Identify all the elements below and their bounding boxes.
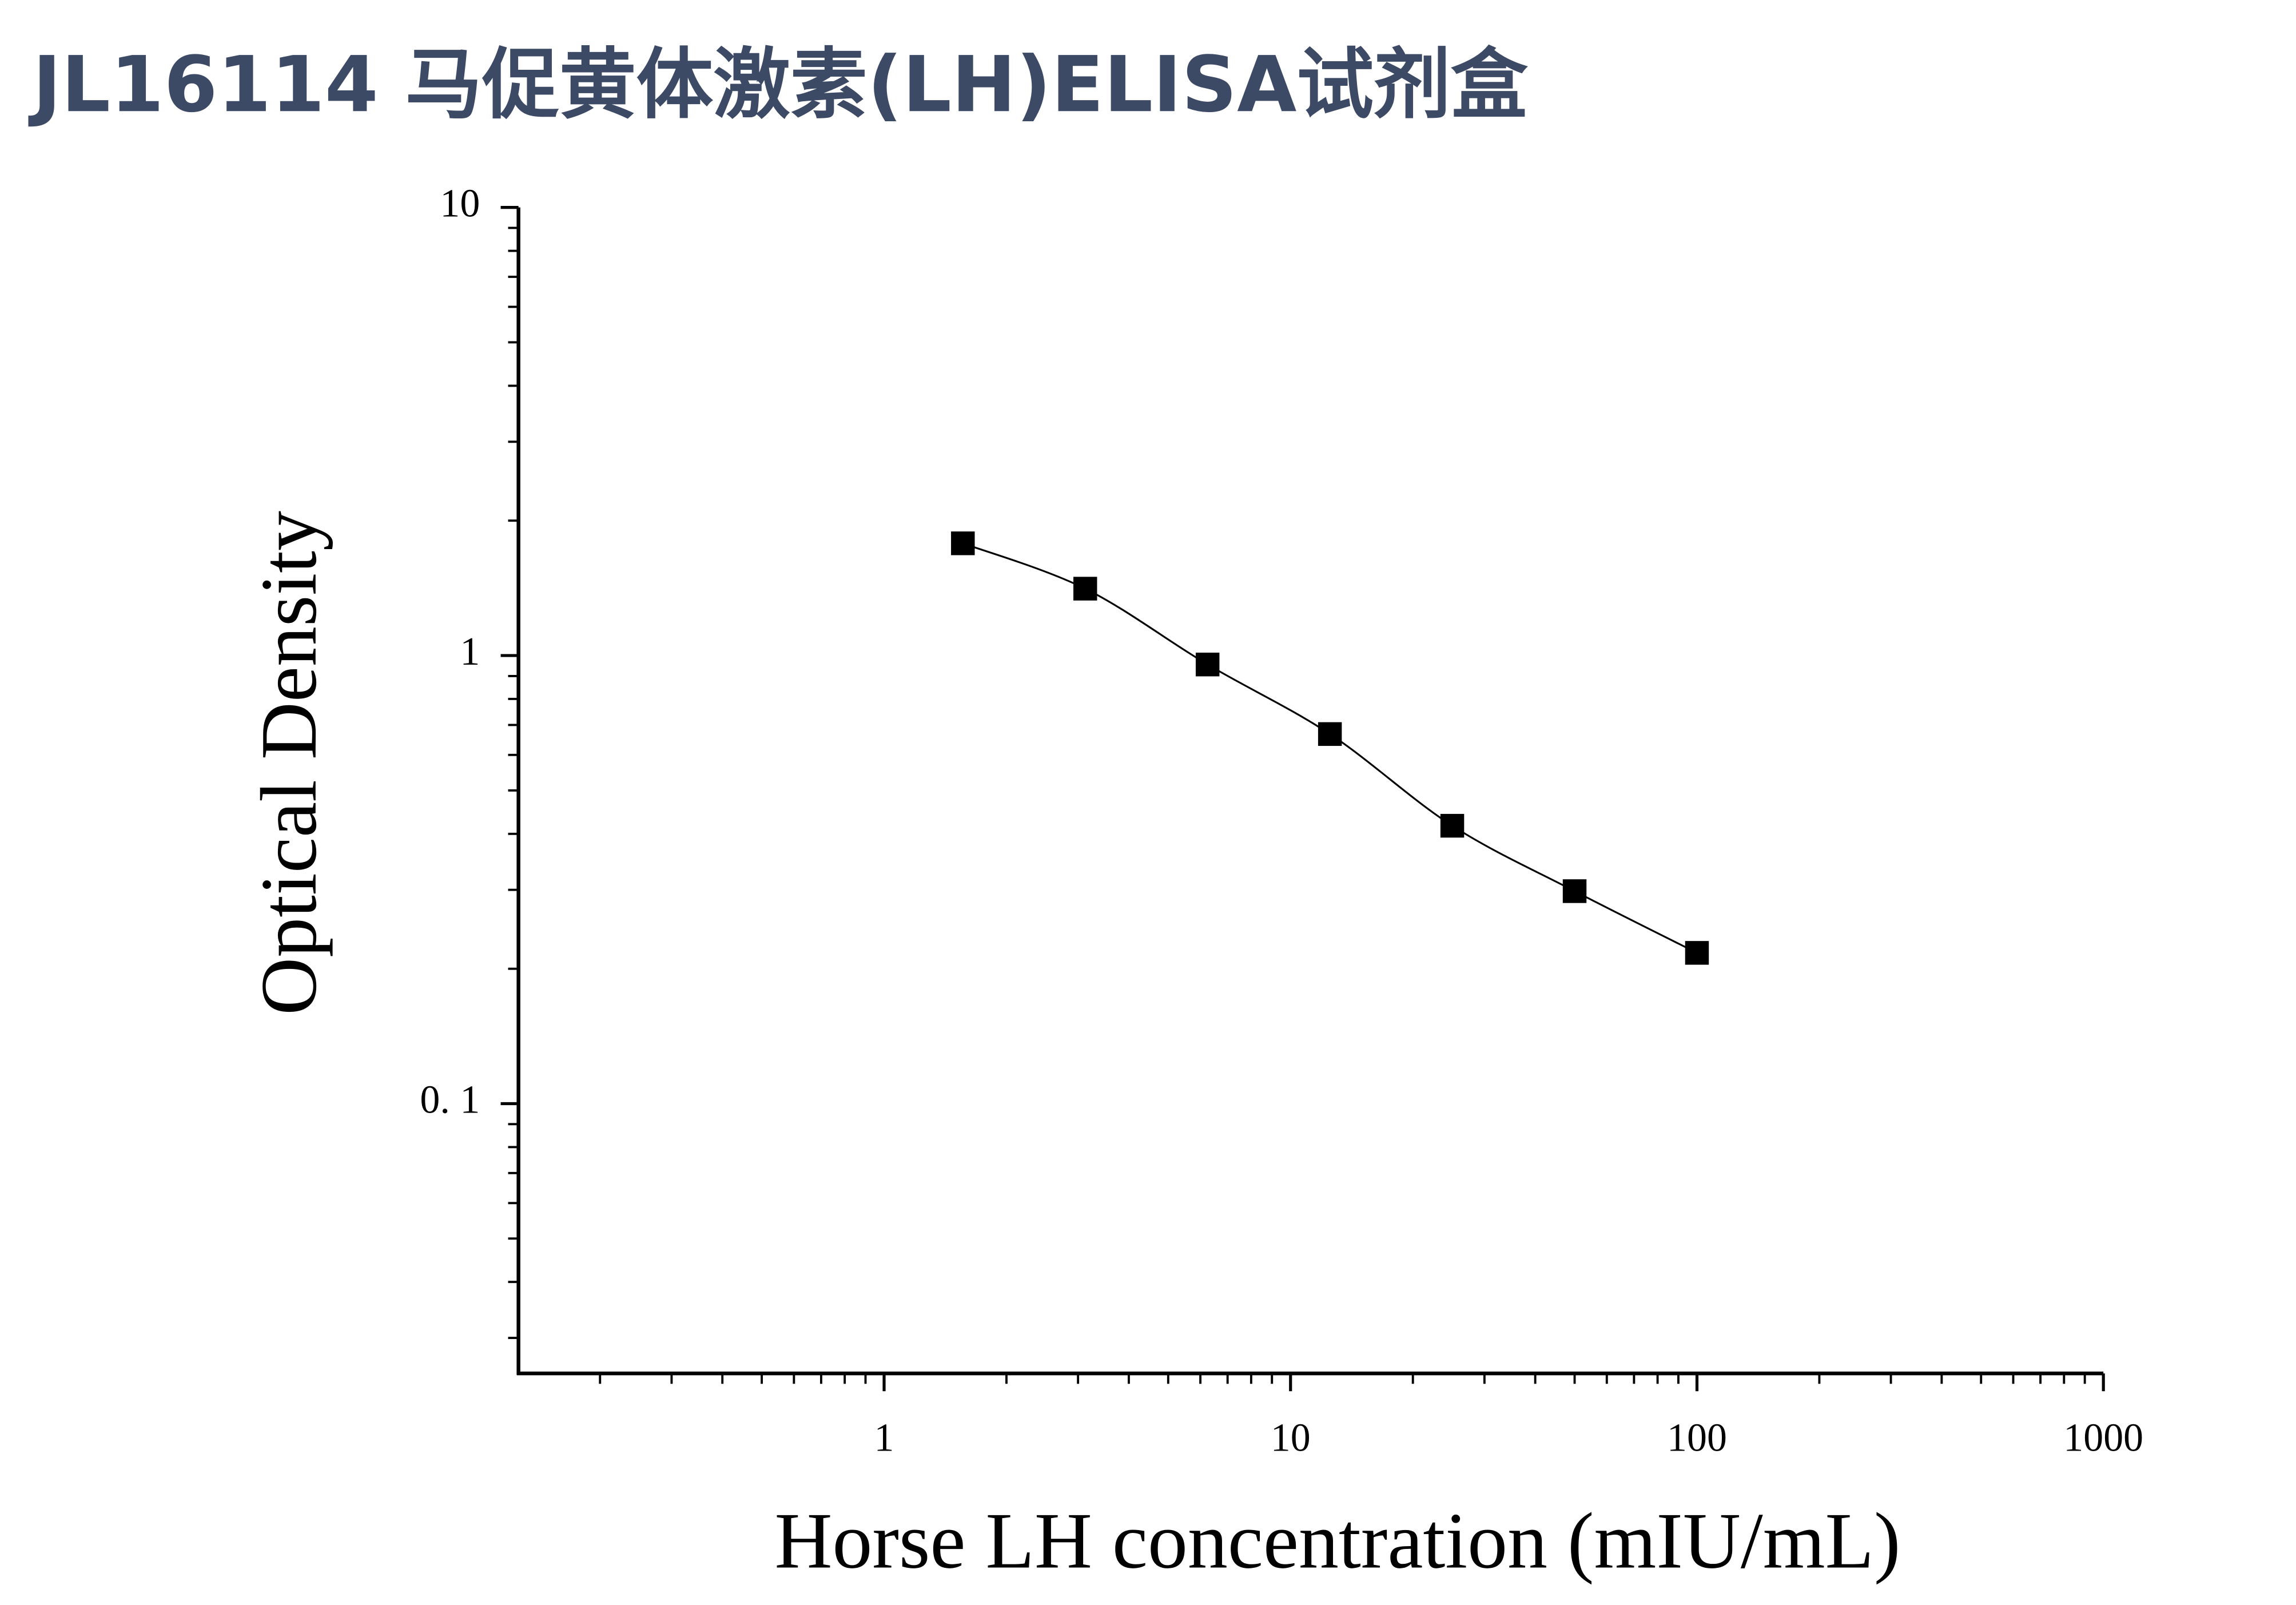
y-tick-label: 10 [440,182,480,226]
data-point [1685,941,1709,965]
data-point [1318,722,1342,746]
x-axis-label: Horse LH concentration (mIU/mL) [775,1496,1901,1585]
x-tick-label: 100 [1667,1416,1727,1460]
data-point [1440,813,1465,838]
x-tick-label: 10 [1271,1416,1311,1460]
y-axis-label: Optical Density [245,511,333,1015]
x-tick-label: 1000 [2063,1416,2143,1460]
data-point [951,531,975,555]
chart-title: JL16114 马促黄体激素(LH)ELISA试剂盒 [28,39,1529,129]
x-tick-label: 1 [874,1416,894,1460]
y-tick-label: 1 [460,630,480,674]
data-point [1562,879,1587,903]
data-point [1195,652,1220,677]
data-point [1073,577,1097,601]
y-tick-label: 0. 1 [420,1078,480,1122]
